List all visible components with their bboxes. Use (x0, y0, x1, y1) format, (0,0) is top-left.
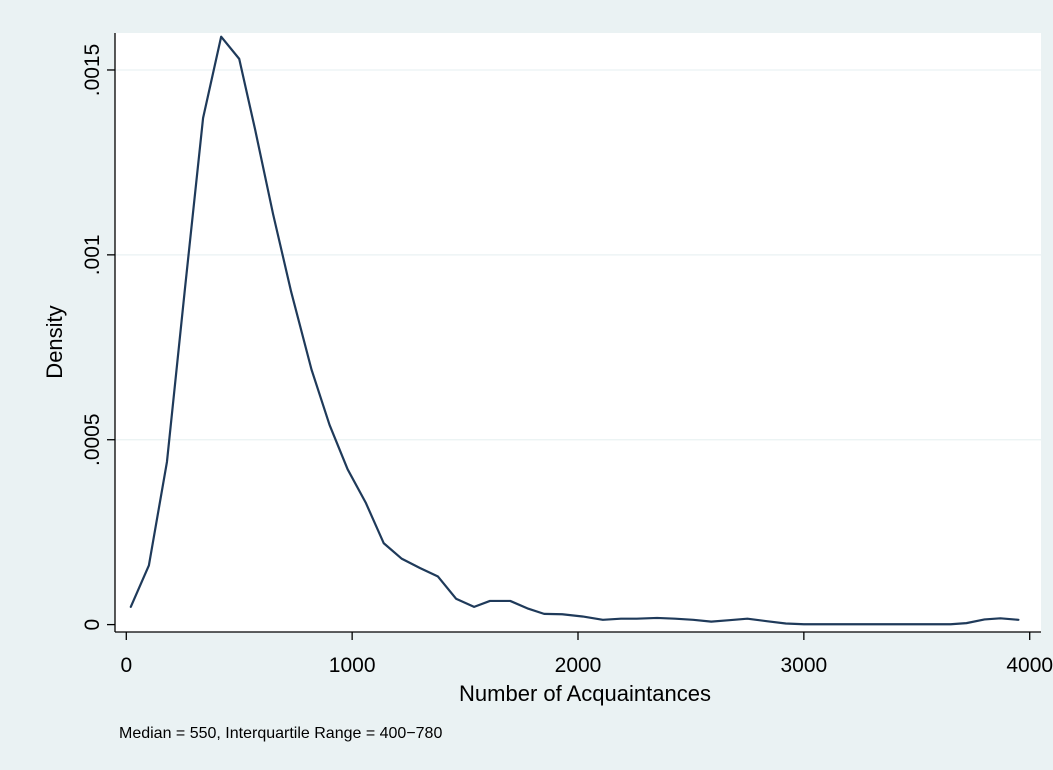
x-tick-label: 3000 (780, 654, 827, 677)
chart-note: Median = 550, Interquartile Range = 400−… (119, 725, 442, 742)
density-series-line (129, 35, 1020, 626)
y-axis-ticks: 0 .0005 .001 .0015 (81, 44, 115, 631)
x-tick-label: 4000 (1006, 654, 1053, 677)
plot-area (115, 33, 1041, 632)
grid-lines (115, 69, 1041, 441)
x-tick-label: 2000 (555, 654, 602, 677)
y-tick-label: 0 (81, 619, 104, 631)
x-axis-ticks: 0 1000 2000 3000 4000 (120, 632, 1053, 677)
x-tick-label: 0 (120, 654, 132, 677)
x-tick-label: 1000 (329, 654, 376, 677)
x-axis-label: Number of Acquaintances (459, 681, 711, 706)
y-tick-label: .0015 (81, 44, 104, 97)
y-tick-label: .0005 (81, 413, 104, 466)
y-tick-label: .001 (81, 234, 104, 275)
y-axis-label: Density (42, 305, 67, 378)
